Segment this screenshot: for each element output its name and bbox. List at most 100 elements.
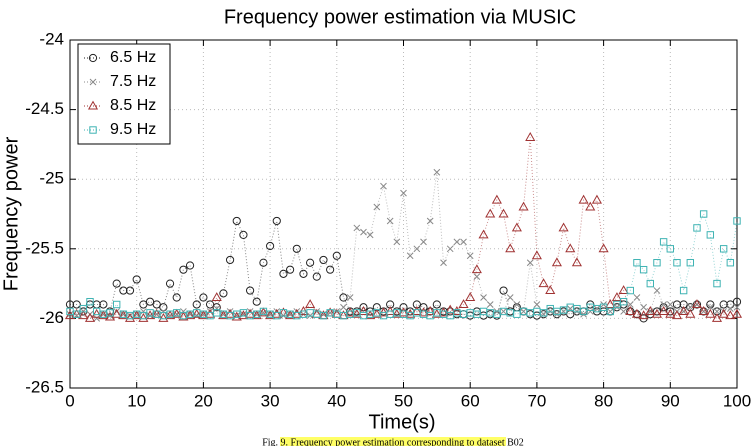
marker-triangle (591, 194, 602, 204)
marker-triangle (585, 201, 596, 211)
marker-circle (179, 265, 188, 274)
marker-triangle (138, 312, 149, 322)
marker-square (693, 224, 701, 232)
marker-triangle (531, 250, 542, 260)
marker-x (686, 303, 694, 311)
marker-triangle (271, 308, 282, 318)
marker-square (653, 259, 661, 267)
marker-triangle (491, 194, 502, 204)
marker-x (620, 308, 627, 315)
x-tick-label: 100 (723, 391, 751, 410)
marker-triangle (551, 257, 562, 267)
marker-square (539, 309, 548, 317)
marker-triangle (358, 306, 369, 315)
marker-circle (732, 297, 742, 306)
caption: Fig. 9. Frequency power estimation corre… (262, 437, 524, 446)
marker-triangle (205, 308, 216, 318)
marker-x (633, 294, 641, 301)
caption-highlight (280, 437, 506, 446)
marker-circle (132, 275, 141, 284)
marker-x (486, 301, 494, 308)
marker-triangle (618, 285, 629, 295)
marker-x (186, 310, 194, 318)
marker-circle (266, 241, 275, 251)
marker-square (673, 259, 681, 267)
marker-triangle (678, 306, 689, 315)
marker-triangle (398, 307, 409, 317)
x-tick-label: 50 (394, 391, 413, 410)
marker-x (420, 238, 427, 246)
marker-triangle (198, 310, 209, 320)
marker-x (380, 182, 387, 190)
marker-triangle (231, 311, 242, 321)
marker-triangle (164, 310, 176, 320)
marker-circle (499, 286, 508, 295)
marker-x (666, 301, 674, 308)
marker-square (112, 300, 121, 309)
x-tick-label: 40 (327, 391, 346, 410)
x-tick-label: 80 (594, 391, 613, 410)
marker-square (679, 286, 688, 295)
marker-x (473, 273, 481, 280)
legend-label: 6.5 Hz (110, 49, 156, 66)
marker-triangle (371, 308, 382, 318)
marker-square (733, 217, 741, 225)
marker-triangle (445, 304, 456, 314)
marker-circle (339, 293, 348, 302)
marker-x (180, 308, 187, 315)
marker-triangle (438, 307, 449, 317)
x-tick-label: 70 (527, 391, 546, 410)
marker-circle (712, 307, 722, 316)
marker-triangle (305, 299, 316, 308)
marker-x (340, 303, 347, 311)
marker-circle (372, 303, 381, 312)
marker-x (160, 308, 167, 315)
marker-triangle (651, 308, 663, 318)
marker-x (213, 305, 221, 313)
plot-frame (69, 39, 738, 389)
marker-square (599, 303, 608, 311)
marker-triangle (245, 308, 256, 318)
marker-circle (165, 279, 175, 288)
x-tick-label: 10 (127, 391, 146, 410)
marker-triangle (345, 307, 356, 317)
marker-square (686, 259, 695, 267)
marker-x (140, 308, 147, 315)
marker-triangle (458, 299, 469, 308)
x-tick-label: 90 (661, 391, 680, 410)
marker-circle (719, 300, 728, 309)
marker-triangle (465, 292, 476, 302)
marker-circle (272, 216, 281, 226)
marker-triangle (631, 308, 643, 318)
marker-triangle (565, 243, 576, 253)
marker-x (646, 308, 654, 315)
marker-triangle (131, 310, 142, 320)
marker-square (719, 245, 728, 253)
marker-triangle (558, 222, 569, 232)
marker-triangle (418, 307, 429, 317)
marker-circle (219, 289, 228, 298)
marker-x (533, 301, 541, 308)
marker-x (726, 305, 734, 313)
marker-triangle (498, 208, 509, 218)
y-axis-label: Frequency power (0, 136, 22, 291)
marker-circle (199, 293, 208, 302)
marker-x (733, 303, 741, 311)
marker-circle (88, 53, 98, 63)
marker-square (619, 297, 628, 306)
marker-triangle (505, 243, 516, 253)
marker-circle (359, 303, 368, 312)
marker-x (433, 168, 441, 176)
marker-triangle (605, 299, 616, 308)
marker-x (640, 303, 647, 311)
marker-x (120, 310, 127, 318)
marker-square (72, 310, 81, 318)
marker-x (353, 224, 361, 232)
marker-x (513, 301, 521, 308)
marker-x (713, 308, 721, 315)
marker-circle (306, 258, 315, 267)
y-tick-label: -25.5 (25, 238, 64, 257)
marker-triangle (625, 306, 636, 315)
marker-circle (245, 286, 255, 295)
